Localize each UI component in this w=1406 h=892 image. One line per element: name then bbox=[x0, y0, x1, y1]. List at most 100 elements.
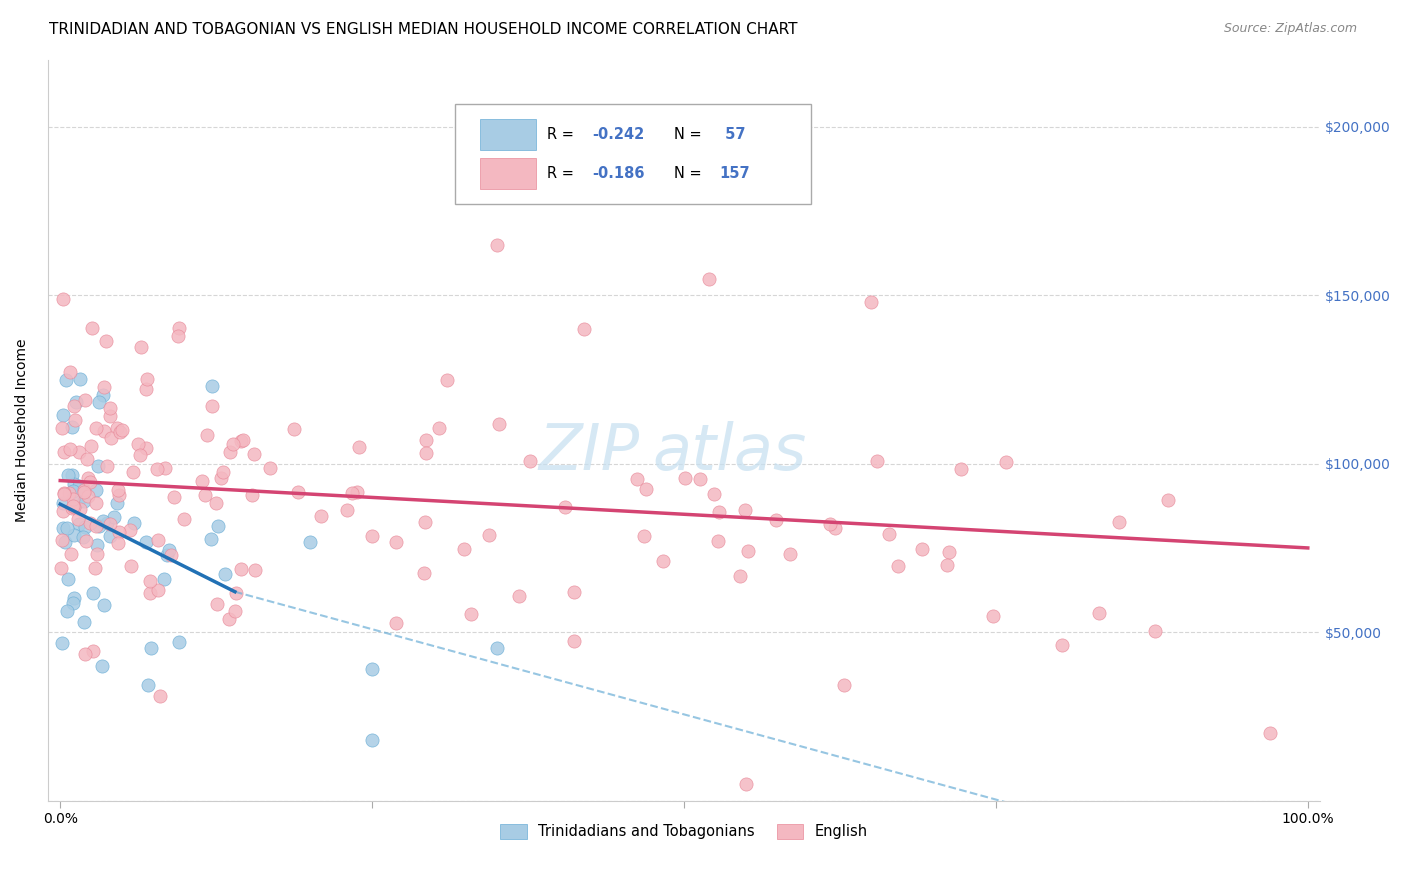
Point bbox=[415, 446, 437, 460]
Point bbox=[173, 512, 195, 526]
Point bbox=[564, 585, 586, 599]
Point bbox=[107, 536, 129, 550]
Point bbox=[737, 544, 759, 558]
Point bbox=[361, 662, 384, 676]
Point bbox=[100, 431, 122, 445]
Text: 57: 57 bbox=[720, 127, 745, 142]
Point bbox=[79, 516, 101, 530]
Text: R =: R = bbox=[547, 127, 578, 142]
Point bbox=[63, 500, 86, 514]
Point bbox=[87, 458, 110, 473]
Point bbox=[63, 413, 86, 427]
Point bbox=[103, 510, 125, 524]
Point bbox=[860, 295, 883, 310]
Point bbox=[562, 634, 585, 648]
Point bbox=[59, 365, 82, 379]
Point bbox=[51, 533, 73, 548]
Point bbox=[55, 521, 77, 535]
Point bbox=[983, 609, 1005, 624]
Point bbox=[67, 479, 90, 493]
Point bbox=[82, 585, 104, 599]
Point bbox=[218, 612, 240, 626]
Point bbox=[87, 395, 110, 409]
Text: N =: N = bbox=[673, 166, 706, 181]
Point bbox=[554, 500, 576, 514]
Point bbox=[63, 476, 86, 491]
Text: N =: N = bbox=[673, 127, 706, 142]
Point bbox=[652, 554, 675, 568]
Point bbox=[72, 615, 94, 629]
Point bbox=[52, 487, 75, 501]
Point bbox=[634, 482, 657, 496]
Point bbox=[52, 496, 75, 510]
Point bbox=[69, 501, 91, 516]
Point bbox=[157, 543, 180, 558]
Point bbox=[866, 454, 889, 468]
Point bbox=[478, 527, 501, 541]
Point bbox=[84, 421, 107, 435]
Point bbox=[1050, 638, 1073, 652]
Point bbox=[60, 468, 83, 483]
Point bbox=[139, 574, 162, 589]
Point bbox=[1108, 515, 1130, 529]
Point bbox=[283, 422, 305, 436]
Point bbox=[98, 409, 121, 423]
Point bbox=[136, 372, 159, 386]
Point bbox=[73, 520, 96, 534]
Point bbox=[59, 442, 82, 456]
Point bbox=[52, 445, 75, 459]
Point bbox=[52, 293, 75, 307]
Point bbox=[93, 424, 115, 438]
Point bbox=[107, 421, 129, 435]
Point bbox=[340, 486, 363, 500]
Point bbox=[62, 596, 84, 610]
Text: atlas: atlas bbox=[652, 421, 807, 483]
Point bbox=[1260, 726, 1282, 740]
Point bbox=[56, 604, 79, 618]
Point bbox=[703, 487, 725, 501]
Point bbox=[80, 439, 103, 453]
Point bbox=[191, 474, 214, 488]
Point bbox=[146, 462, 169, 476]
Point bbox=[229, 562, 252, 576]
Point bbox=[167, 635, 190, 649]
Point bbox=[287, 485, 309, 500]
Point bbox=[148, 582, 170, 597]
Point bbox=[58, 468, 80, 483]
Point bbox=[673, 471, 696, 485]
Point bbox=[66, 512, 89, 526]
Text: Source: ZipAtlas.com: Source: ZipAtlas.com bbox=[1223, 22, 1357, 36]
Point bbox=[877, 527, 900, 541]
Point bbox=[949, 461, 972, 475]
Point bbox=[361, 732, 384, 747]
Legend: Trinidadians and Tobagonians, English: Trinidadians and Tobagonians, English bbox=[495, 818, 873, 845]
Point bbox=[118, 523, 141, 537]
Point bbox=[298, 535, 321, 549]
Point bbox=[149, 690, 172, 704]
Point bbox=[91, 514, 114, 528]
Y-axis label: Median Household Income: Median Household Income bbox=[15, 338, 30, 522]
Point bbox=[214, 566, 236, 581]
Point bbox=[201, 399, 224, 413]
Point bbox=[105, 495, 128, 509]
Point bbox=[626, 472, 648, 486]
Point bbox=[96, 459, 118, 474]
Point bbox=[72, 483, 94, 498]
Point bbox=[779, 547, 801, 561]
Point bbox=[98, 528, 121, 542]
Point bbox=[146, 533, 169, 548]
Point bbox=[75, 534, 97, 549]
Point bbox=[259, 461, 281, 475]
Point bbox=[207, 519, 229, 533]
Point bbox=[72, 483, 94, 498]
Point bbox=[935, 558, 957, 573]
Point bbox=[153, 461, 176, 475]
Point bbox=[86, 519, 108, 533]
Point bbox=[63, 399, 86, 413]
Point bbox=[76, 451, 98, 466]
Point bbox=[111, 423, 134, 437]
Point bbox=[60, 500, 83, 515]
Point bbox=[93, 380, 115, 394]
Text: TRINIDADIAN AND TOBAGONIAN VS ENGLISH MEDIAN HOUSEHOLD INCOME CORRELATION CHART: TRINIDADIAN AND TOBAGONIAN VS ENGLISH ME… bbox=[49, 22, 797, 37]
Point bbox=[224, 604, 246, 618]
